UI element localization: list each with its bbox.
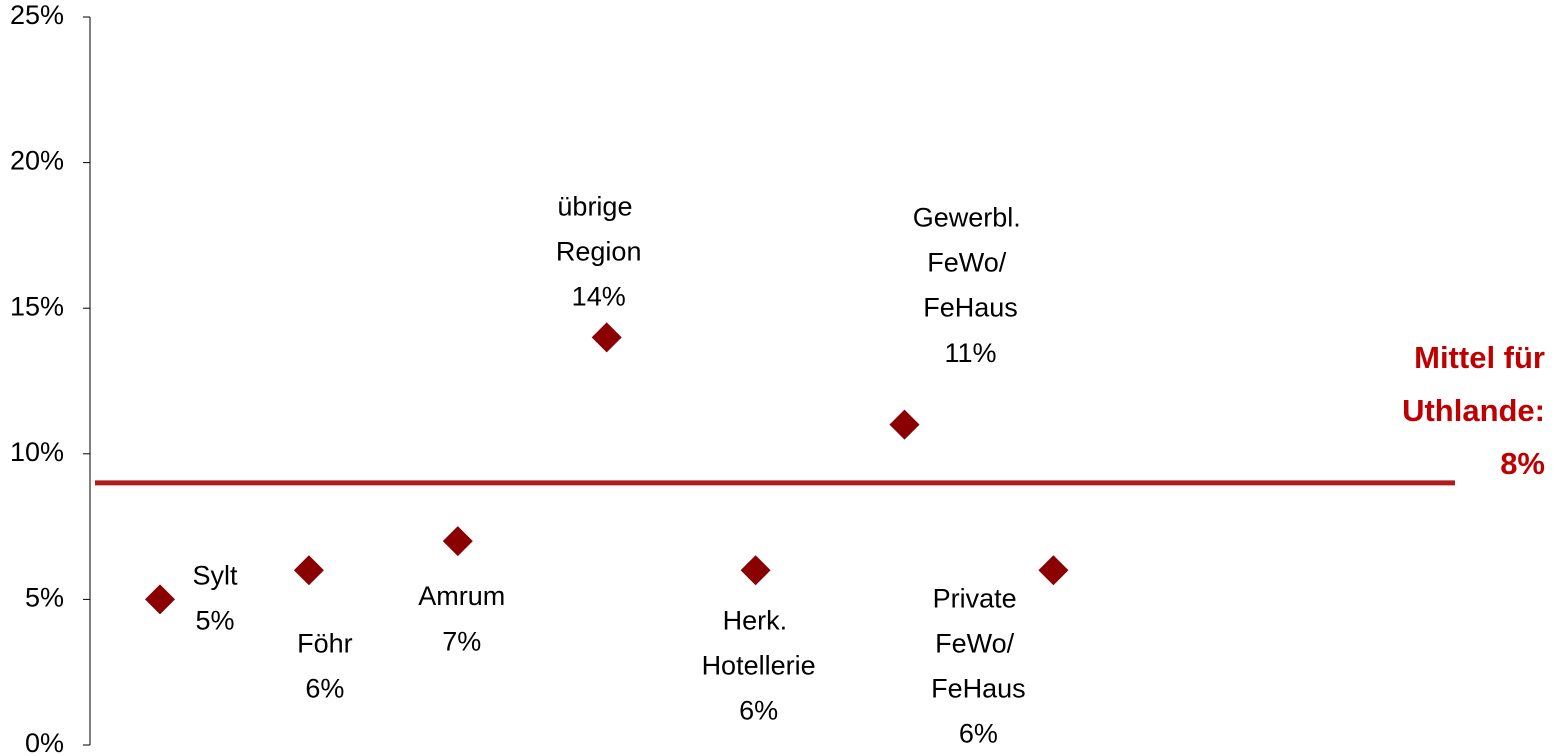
point-label: Private FeWo/ FeHaus <box>931 583 1026 703</box>
marker <box>145 584 175 615</box>
marker <box>293 555 324 586</box>
annotation: Mittel für <box>1414 340 1545 375</box>
point-label: Sylt <box>192 561 238 591</box>
y-tick-label: 25% <box>10 0 64 30</box>
marker <box>442 526 473 557</box>
point-label: Herk. Hotellerie <box>702 605 816 680</box>
value-label: 11% <box>944 338 996 368</box>
point-label: übrige Region <box>556 191 642 266</box>
marker <box>591 322 622 353</box>
value-label: 14% <box>572 281 626 311</box>
y-tick-label: 20% <box>10 146 64 176</box>
point-label: Amrum <box>418 581 505 611</box>
value-label: 7% <box>442 626 481 656</box>
marker <box>1038 555 1069 586</box>
y-tick-label: 10% <box>10 437 64 467</box>
value-label: 6% <box>305 673 344 703</box>
y-tick-label: 0% <box>25 728 64 756</box>
point-label: Föhr <box>297 628 353 658</box>
annotation: 8% <box>1500 446 1545 481</box>
point-label: Gewerbl. FeWo/ FeHaus <box>913 203 1029 323</box>
value-label: 6% <box>739 695 778 725</box>
y-tick-label: 15% <box>10 291 64 321</box>
annotation: Uthlande: <box>1402 393 1545 428</box>
value-label: 6% <box>959 718 998 748</box>
value-label: 5% <box>195 606 234 636</box>
y-tick-label: 5% <box>25 583 64 613</box>
marker <box>740 555 771 586</box>
marker <box>889 409 920 440</box>
